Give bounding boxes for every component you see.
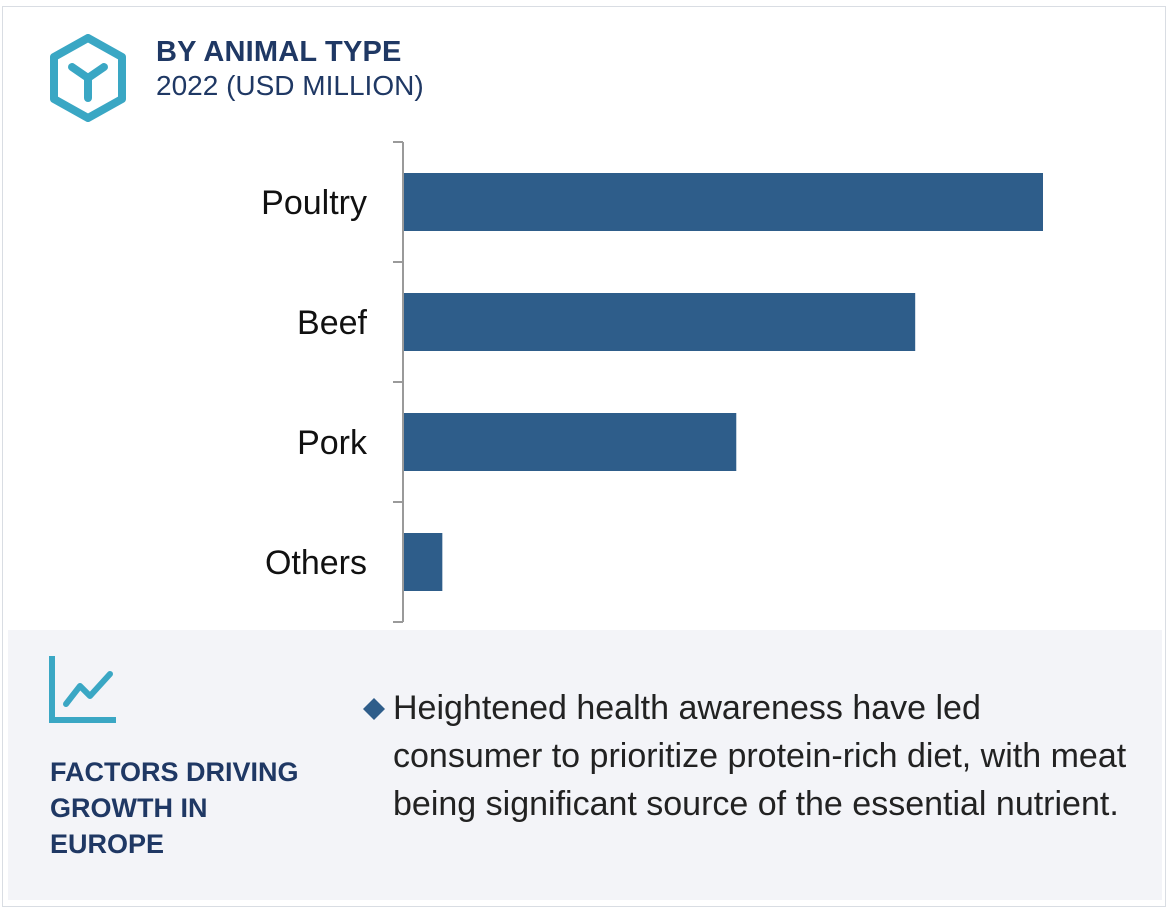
category-label: Others <box>265 544 367 582</box>
bar-chart: Poultry Beef Pork Others <box>0 130 1170 630</box>
diamond-icon <box>363 698 385 720</box>
trend-chart-icon <box>49 656 116 723</box>
factors-title: FACTORS DRIVING GROWTH IN EUROPE <box>50 754 340 862</box>
category-label: Beef <box>297 304 367 342</box>
bar-poultry <box>404 173 1043 231</box>
category-label: Poultry <box>261 184 367 222</box>
factors-panel: FACTORS DRIVING GROWTH IN EUROPE Heighte… <box>8 630 1162 900</box>
category-label: Pork <box>297 424 368 462</box>
chart-subtitle: 2022 (USD MILLION) <box>156 70 424 101</box>
bar-beef <box>404 293 916 351</box>
factors-title-line: FACTORS DRIVING <box>50 757 299 787</box>
bar-chart-svg: Poultry Beef Pork Others <box>261 141 1043 623</box>
bar-others <box>404 533 443 591</box>
factor-bullet-text: Heightened health awareness have led con… <box>393 689 1127 823</box>
chart-header: BY ANIMAL TYPE 2022 (USD MILLION) <box>48 34 748 124</box>
factors-title-line: EUROPE <box>50 829 165 859</box>
chart-title: BY ANIMAL TYPE <box>156 36 402 68</box>
factors-title-line: GROWTH IN <box>50 793 208 823</box>
hexagon-y-icon <box>50 34 126 122</box>
bar-pork <box>404 413 737 471</box>
